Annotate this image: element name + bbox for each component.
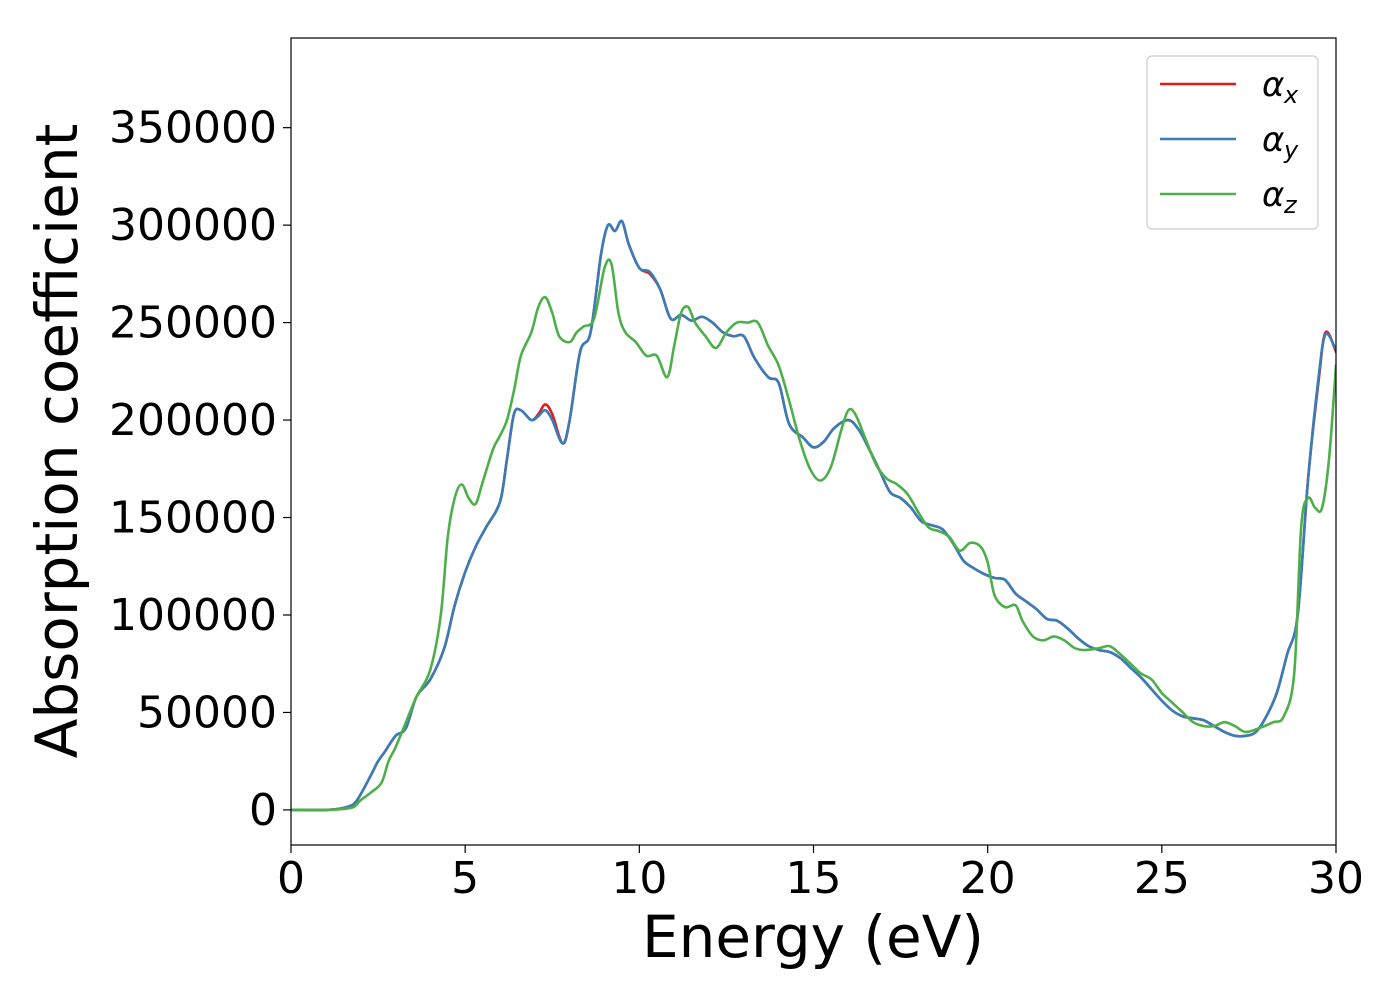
y-tick-label: 150000 (109, 493, 277, 544)
legend: α xα yα z (1146, 55, 1319, 230)
series-layer (291, 219, 1336, 812)
x-tick-label: 30 (1308, 853, 1364, 904)
y-tick-label: 200000 (109, 395, 277, 446)
y-tick-label: 50000 (137, 687, 277, 738)
legend-box (1146, 55, 1319, 230)
x-tick-label: 0 (277, 853, 305, 904)
legend-label-x: α (1262, 65, 1284, 105)
x-tick-label: 10 (611, 853, 667, 904)
y-tick-label: 300000 (109, 200, 277, 251)
y-tick-label: 0 (249, 785, 277, 836)
legend-subscript-z: z (1283, 191, 1298, 219)
y-tick-label: 100000 (109, 590, 277, 641)
x-axis-label: Energy (eV) (642, 903, 984, 971)
x-tick-label: 25 (1134, 853, 1190, 904)
legend-label-y: α (1262, 120, 1284, 160)
legend-label-z: α (1262, 175, 1284, 215)
series-line-y (291, 219, 1336, 812)
series-line-z (291, 258, 1336, 812)
x-tick-label: 15 (786, 853, 842, 904)
x-tick-label: 5 (451, 853, 479, 904)
y-tick-label: 250000 (109, 298, 277, 349)
x-tick-label: 20 (960, 853, 1016, 904)
y-tick-label: 350000 (109, 103, 277, 154)
y-axis-ticks: 0 50000 100000 150000 200000 250000 300000 3500… (109, 103, 291, 836)
legend-subscript-x: x (1283, 81, 1299, 109)
x-axis-ticks: 0 5 10 15 20 25 30 (277, 845, 1364, 904)
legend-subscript-y: y (1283, 136, 1299, 164)
y-axis-label: Absorption coefficient (23, 124, 91, 759)
